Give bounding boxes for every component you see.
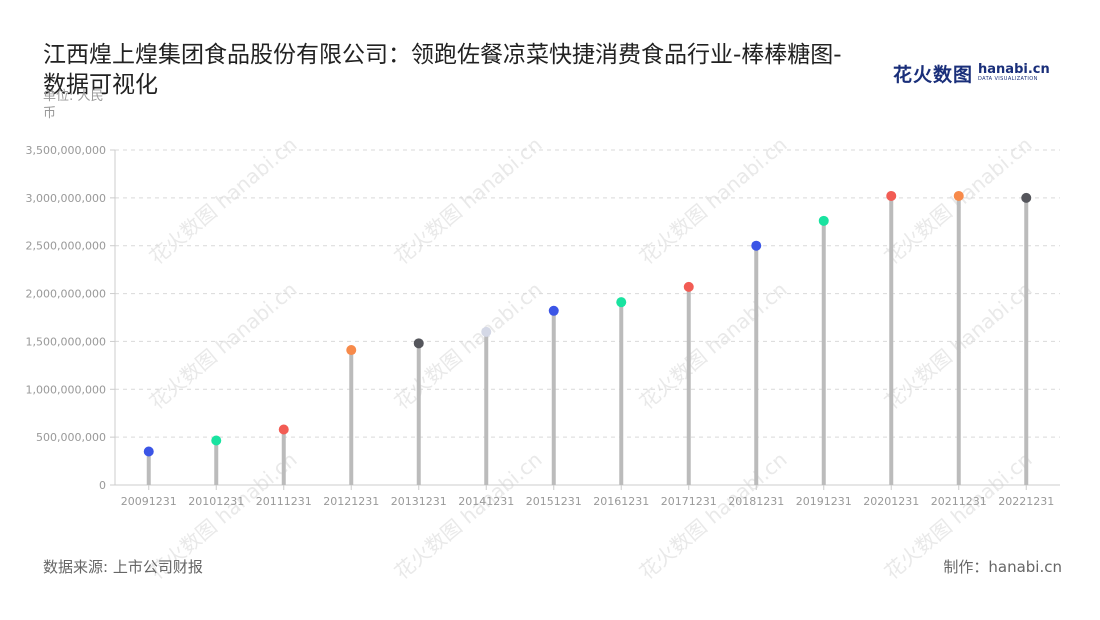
y-tick-label: 1,500,000,000	[26, 335, 106, 348]
x-tick-label: 20161231	[593, 495, 649, 508]
chart-title: 江西煌上煌集团食品股份有限公司：领跑佐餐凉菜快捷消费食品行业-棒棒糖图-数据可视…	[43, 42, 842, 98]
x-tick-label: 20101231	[188, 495, 244, 508]
hanabi-logo: 花火数图 hanabi.cn DATA VISUALIZATION	[893, 60, 1050, 86]
x-tick-label: 20121231	[323, 495, 379, 508]
lollipop-dot	[413, 338, 424, 349]
y-tick-label: 3,000,000,000	[26, 192, 106, 205]
x-tick-label: 20151231	[526, 495, 582, 508]
unit-label: 单位: 人民币	[43, 89, 104, 121]
x-tick-label: 20201231	[863, 495, 919, 508]
x-axis: 20091231 20101231 20111231 20121231 20131231…	[115, 484, 1060, 508]
lollipop-dot	[683, 281, 694, 292]
lollipop-dot	[278, 424, 289, 435]
lollipop-marks	[143, 190, 1032, 485]
y-tick-label: 3,500,000,000	[26, 144, 106, 157]
lollipop-dot	[751, 240, 762, 251]
logo-cn-text: 花火数图	[893, 63, 974, 86]
x-tick-label: 20111231	[256, 495, 312, 508]
lollipop-dot	[616, 297, 627, 308]
logo-en-block: hanabi.cn DATA VISUALIZATION	[978, 63, 1050, 83]
x-tick-label: 20171231	[661, 495, 717, 508]
y-tick-label: 2,500,000,000	[26, 240, 106, 253]
x-tick-label: 20131231	[391, 495, 447, 508]
y-tick-label: 1,000,000,000	[26, 383, 106, 396]
x-tick-label: 20181231	[728, 495, 784, 508]
y-tick-label: 0	[99, 479, 106, 492]
x-tick-label: 20091231	[121, 495, 177, 508]
x-tick-label: 20141231	[458, 495, 514, 508]
lollipop-dot	[886, 190, 897, 201]
y-tick-label: 500,000,000	[36, 431, 106, 444]
lollipop-dot	[211, 435, 222, 446]
lollipop-dot	[953, 190, 964, 201]
y-axis: 0 500,000,000 1,000,000,000 1,500,000,000 2,…	[26, 144, 116, 492]
x-tick-label: 20211231	[931, 495, 987, 508]
lollipop-dot	[548, 305, 559, 316]
y-tick-label: 2,000,000,000	[26, 288, 106, 301]
lollipop-dot	[818, 215, 829, 226]
logo-en-text: hanabi.cn	[978, 62, 1050, 77]
grid-lines	[115, 149, 1060, 438]
data-source: 数据来源: 上市公司财报	[43, 558, 203, 576]
lollipop-dot	[1021, 192, 1032, 203]
lollipop-dot	[346, 345, 357, 356]
lollipop-dot	[481, 326, 492, 337]
maker-credit: 制作：hanabi.cn	[943, 558, 1062, 576]
lollipop-dot	[143, 446, 154, 457]
logo-en-sub-text: DATA VISUALIZATION	[978, 76, 1038, 82]
x-tick-label: 20221231	[998, 495, 1054, 508]
x-tick-label: 20191231	[796, 495, 852, 508]
